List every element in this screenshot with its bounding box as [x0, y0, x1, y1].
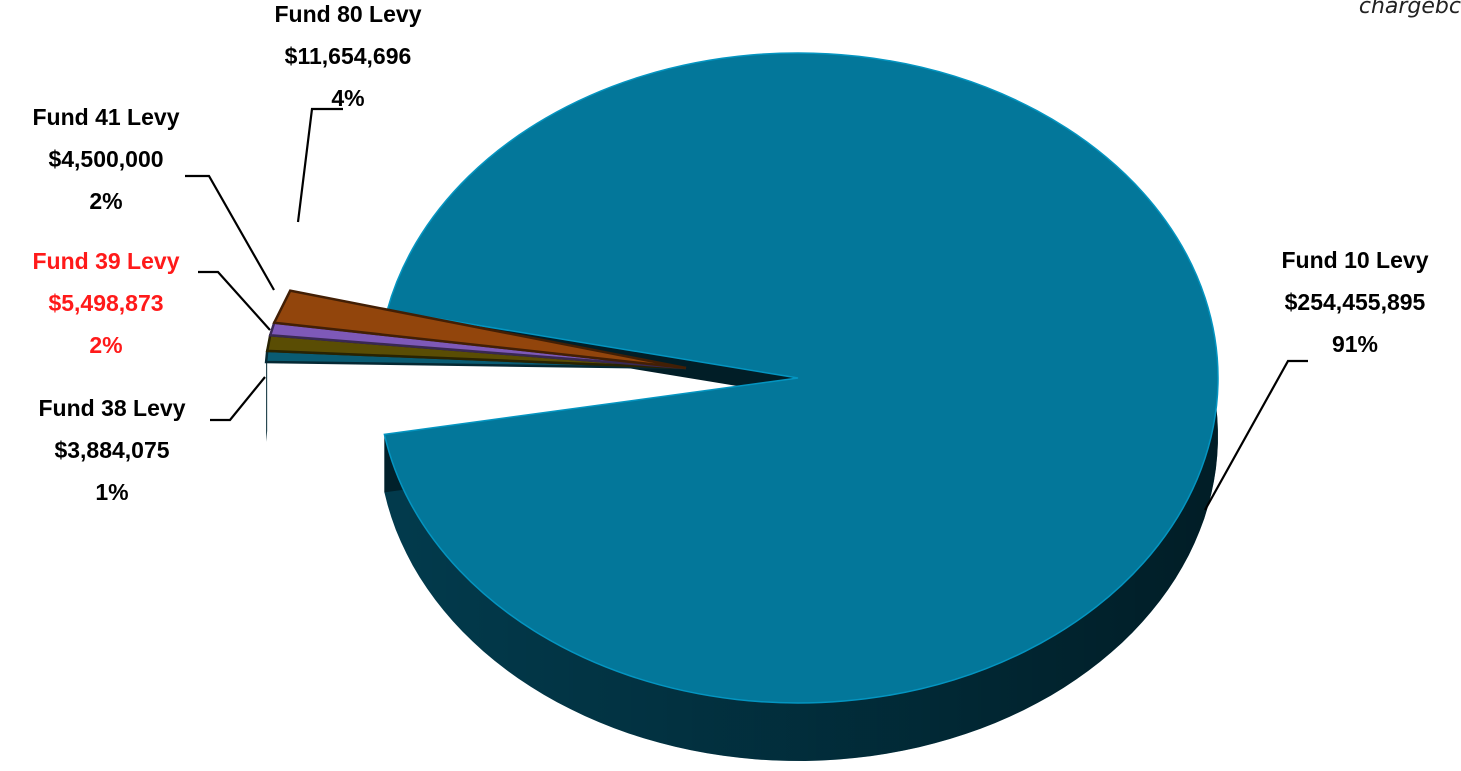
data-label-fund80: Fund 80 Levy $11,654,696 4%	[275, 1, 422, 111]
data-label-value-fund41: $4,500,000	[48, 146, 163, 172]
data-label-fund38: Fund 38 Levy $3,884,075 1%	[39, 395, 186, 505]
data-label-percent-fund39: 2%	[89, 332, 122, 358]
leader-line-fund41	[185, 174, 275, 291]
leader-line-fund38	[210, 376, 266, 422]
leader-line-fund39	[198, 270, 271, 331]
pie-slice-fund80	[272, 289, 687, 370]
data-label-percent-fund10: 91%	[1332, 331, 1378, 357]
leader-line-fund10	[1204, 359, 1308, 511]
data-label-series-name-fund38: Fund 38 Levy	[39, 395, 186, 421]
data-label-fund10: Fund 10 Levy $254,455,895 91%	[1282, 247, 1429, 357]
data-label-series-name-fund80: Fund 80 Levy	[275, 1, 422, 27]
data-label-series-name-fund39: Fund 39 Levy	[33, 248, 180, 274]
data-label-fund39: Fund 39 Levy $5,498,873 2%	[33, 248, 180, 358]
pie-slice-side-fund38	[266, 350, 268, 442]
data-label-series-name-fund41: Fund 41 Levy	[33, 104, 180, 130]
data-label-value-fund10: $254,455,895	[1285, 289, 1426, 315]
data-label-value-fund38: $3,884,075	[54, 437, 169, 463]
data-label-percent-fund80: 4%	[331, 85, 364, 111]
data-label-value-fund80: $11,654,696	[285, 43, 412, 69]
corner-note-text: chargebc	[1358, 0, 1461, 19]
data-label-value-fund39: $5,498,873	[48, 290, 163, 316]
data-label-percent-fund38: 1%	[95, 479, 128, 505]
data-label-percent-fund41: 2%	[89, 188, 122, 214]
data-label-series-name-fund10: Fund 10 Levy	[1282, 247, 1429, 273]
leader-line-fund80	[296, 107, 343, 223]
pie-slice-fund10	[383, 52, 1219, 704]
data-label-fund41: Fund 41 Levy $4,500,000 2%	[33, 104, 180, 214]
